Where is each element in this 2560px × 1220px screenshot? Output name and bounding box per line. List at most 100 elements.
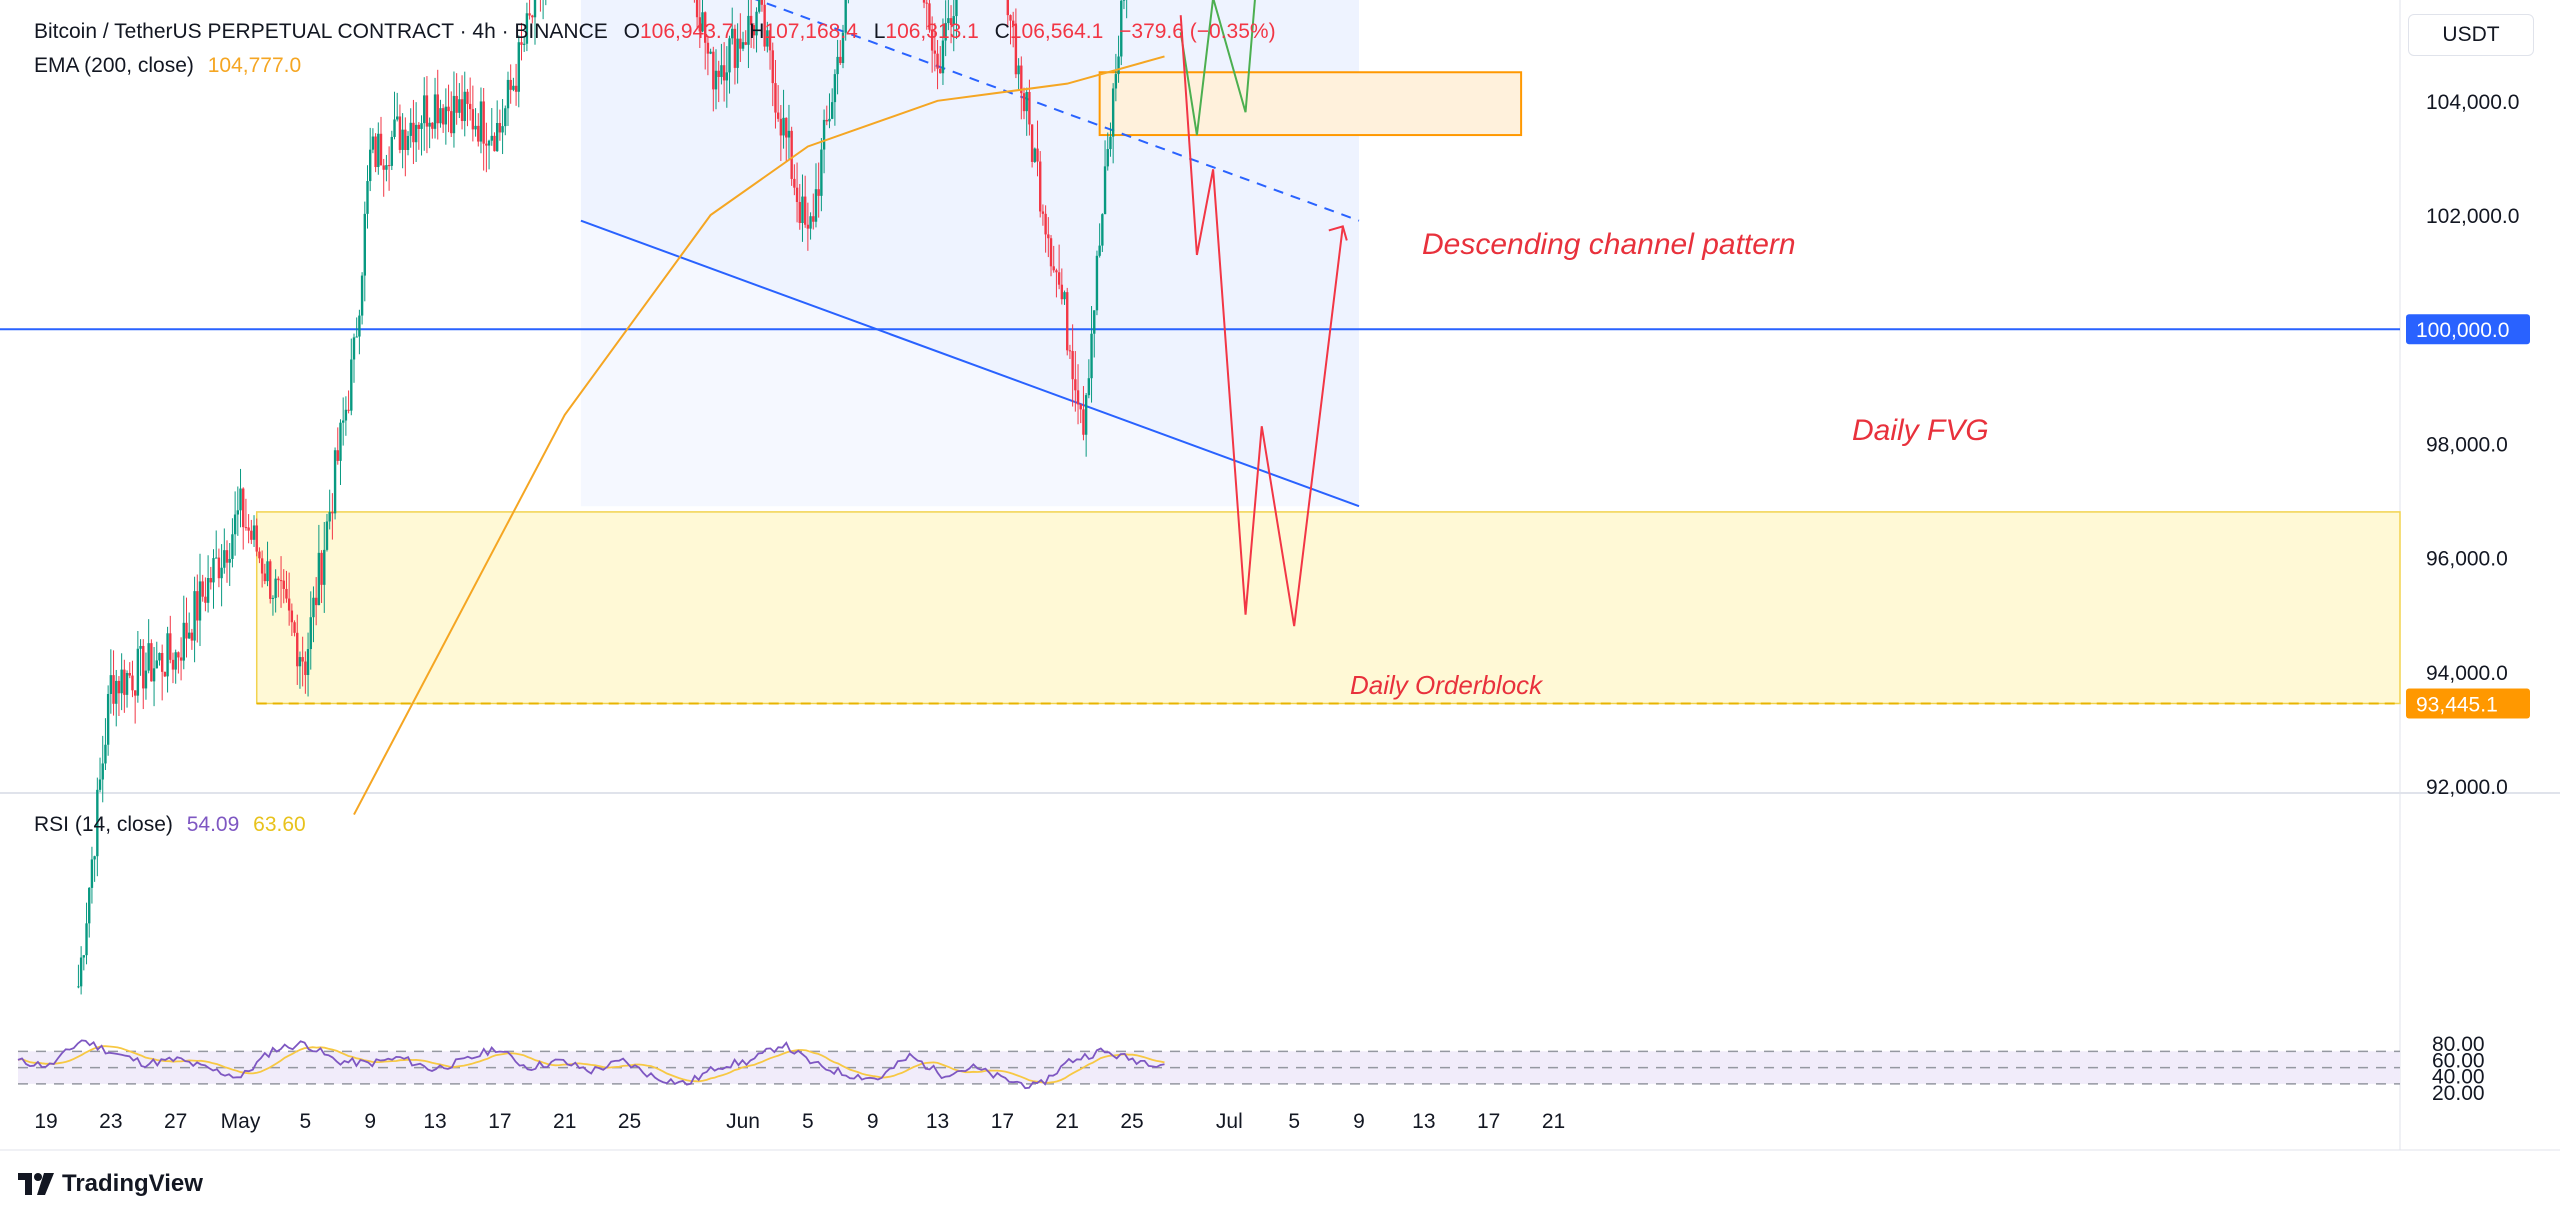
candle-body xyxy=(1052,266,1055,271)
candle-body xyxy=(771,50,774,84)
candle-body xyxy=(355,336,358,338)
candle-body xyxy=(177,652,180,658)
candle-body xyxy=(79,957,83,987)
candle-body xyxy=(233,514,237,535)
candle-body xyxy=(296,632,299,667)
annotation-daily-fvg: Daily FVG xyxy=(1852,414,1989,447)
candle-body xyxy=(822,119,826,150)
candle-body xyxy=(328,512,331,522)
ohlc-high-label: H xyxy=(749,20,765,43)
ohlc-low: 106,313.1 xyxy=(885,20,979,43)
candle-body xyxy=(396,116,399,120)
candle-body xyxy=(206,578,210,603)
candle-body xyxy=(512,85,515,90)
candle-body xyxy=(166,633,169,677)
candle-body xyxy=(120,669,123,694)
candle-body xyxy=(528,13,531,16)
candle-body xyxy=(187,632,191,639)
rsi-legend[interactable]: RSI (14, close) 54.09 63.60 xyxy=(34,813,306,837)
ohlc-open: 106,943.7 xyxy=(639,20,734,43)
candle-body xyxy=(485,143,488,146)
candle-body xyxy=(98,779,102,790)
candle-body xyxy=(414,124,418,143)
candle-body xyxy=(228,558,231,563)
candle-body xyxy=(1039,161,1042,212)
tradingview-branding[interactable]: TradingView xyxy=(18,1170,203,1198)
candle-body xyxy=(766,30,769,47)
candle-body xyxy=(712,51,715,90)
candle-body xyxy=(236,510,240,515)
candle-body xyxy=(522,43,526,45)
candle-body xyxy=(220,567,223,579)
channel-lower-line xyxy=(580,219,1360,508)
candle-body xyxy=(731,28,734,39)
candle-body xyxy=(930,29,934,51)
candle-body xyxy=(85,923,88,956)
candle-body xyxy=(1071,351,1074,380)
candle-body xyxy=(1109,136,1112,150)
candle-body xyxy=(382,165,385,170)
candle-body xyxy=(514,85,518,92)
price-tick-label: 92,000.0 xyxy=(2426,776,2508,799)
price-change: −379.6 (−0.35%) xyxy=(1119,20,1276,43)
rsi-tick-label: 40.00 xyxy=(2432,1066,2485,1089)
candle-body xyxy=(425,95,429,127)
candle-body xyxy=(450,111,453,134)
candle-body xyxy=(525,13,529,44)
candle-body xyxy=(447,106,450,112)
candle-body xyxy=(139,645,142,649)
candle-body xyxy=(1087,378,1091,396)
candle-body xyxy=(922,0,926,3)
candle-body xyxy=(360,275,364,316)
candle-body xyxy=(433,94,437,129)
rsi-ma-line xyxy=(17,1045,1165,1084)
candle-body xyxy=(193,591,196,641)
candle-body xyxy=(312,597,315,618)
ema-200-line xyxy=(353,55,1165,816)
bullish-projection xyxy=(1179,0,1256,136)
candle-body xyxy=(331,512,334,514)
time-tick-label: 21 xyxy=(553,1110,576,1133)
candle-body xyxy=(830,102,834,119)
currency-button[interactable]: USDT xyxy=(2408,14,2534,56)
candle-body xyxy=(1055,270,1058,273)
candle-body xyxy=(182,622,185,661)
time-tick-label: 25 xyxy=(618,1110,641,1133)
candle-body xyxy=(1111,88,1115,137)
candle-body xyxy=(444,106,448,125)
candle-body xyxy=(266,561,269,582)
candle-body xyxy=(439,108,442,124)
price-tick-label: 96,000.0 xyxy=(2426,548,2508,571)
candle-body xyxy=(90,859,94,888)
rsi-label: RSI (14, close) xyxy=(34,813,173,836)
candle-body xyxy=(785,117,788,138)
candle-body xyxy=(1022,93,1026,112)
candle-body xyxy=(350,359,353,411)
candle-body xyxy=(201,581,204,597)
candle-body xyxy=(344,409,348,421)
annotation-daily-orderblock: Daily Orderblock xyxy=(1350,670,1544,700)
candle-body xyxy=(1028,92,1031,125)
candle-body xyxy=(936,53,939,69)
candle-body xyxy=(755,11,758,36)
time-tick-label: 21 xyxy=(1542,1110,1565,1133)
candle-body xyxy=(239,488,242,511)
channel-mid-line xyxy=(754,0,1360,222)
orderblock-zone xyxy=(255,511,2401,705)
candle-body xyxy=(1082,409,1085,435)
time-tick-label: 5 xyxy=(1288,1110,1300,1133)
candle-body xyxy=(1076,390,1080,405)
bearish-projection xyxy=(1179,15,1344,627)
candle-body xyxy=(782,117,785,136)
rsi-line xyxy=(17,1039,1165,1090)
time-tick-label: May xyxy=(221,1110,261,1133)
candle-body xyxy=(1030,124,1034,162)
ema-legend[interactable]: EMA (200, close) 104,777.0 xyxy=(34,54,301,78)
time-tick-label: 13 xyxy=(926,1110,949,1133)
candle-body xyxy=(944,23,947,41)
candle-body xyxy=(495,123,499,152)
candle-body xyxy=(320,552,323,585)
candle-body xyxy=(255,525,258,552)
candle-body xyxy=(409,122,412,136)
